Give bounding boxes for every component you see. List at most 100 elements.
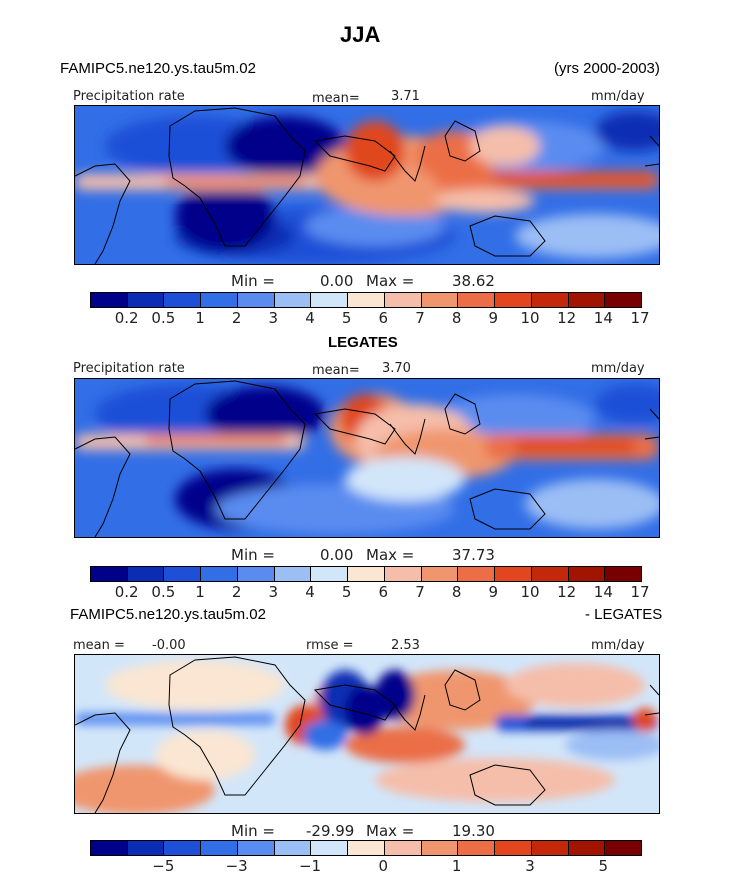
colorbar-tick-label: 7 [415, 309, 425, 327]
panel1-precip-field [75, 106, 659, 264]
colorbar-tick-label: 12 [557, 583, 577, 601]
colorbar-tick-label: 0.5 [151, 583, 176, 601]
colorbar-tick-label: 6 [378, 309, 389, 327]
colorbar-tick-label: 2 [231, 583, 242, 601]
panel3-case-name: FAMIPC5.ne120.ys.tau5m.02 [70, 606, 266, 623]
colorbar-swatch [495, 567, 532, 581]
panel1-max-label: Max = [366, 272, 415, 290]
panel2-units: mm/day [591, 361, 645, 376]
panel2-map [74, 378, 660, 538]
colorbar-swatch [164, 567, 202, 581]
page-title: JJA [340, 22, 381, 47]
panel2-precip-field [75, 379, 659, 537]
colorbar-swatch [458, 567, 496, 581]
colorbar-tick-label: 3 [525, 857, 535, 875]
colorbar-swatch [568, 293, 606, 307]
panel2-variable: Precipitation rate [73, 361, 185, 376]
panel3-min-value: -29.99 [306, 822, 355, 840]
panel2-mean-label: mean= [312, 363, 360, 378]
panel3-rmse-label: rmse = [306, 638, 354, 653]
colorbar-tick-label: 14 [593, 583, 613, 601]
colorbar-tick-label: 1 [195, 309, 205, 327]
colorbar-swatch [164, 841, 202, 855]
colorbar-swatch [605, 293, 642, 307]
colorbar-swatch [127, 567, 165, 581]
colorbar-swatch [311, 293, 349, 307]
panel3-rmse-value: 2.53 [391, 638, 420, 653]
panel1-colorbar-ticks: 0.2 0.5 1 2 3 4 5 6 7 8 9 10 12 14 17 [90, 309, 650, 327]
colorbar-swatch [201, 567, 238, 581]
colorbar-tick-label: 3 [268, 309, 279, 327]
colorbar-swatch [348, 841, 385, 855]
colorbar-swatch [421, 293, 459, 307]
colorbar-swatch [201, 293, 238, 307]
panel3-map [74, 654, 660, 814]
panel2-coastlines [75, 380, 659, 537]
colorbar-tick-label: 5 [598, 857, 609, 875]
colorbar-swatch [531, 841, 569, 855]
panel3-units: mm/day [591, 638, 645, 653]
colorbar-swatch [605, 567, 642, 581]
panel3-diff-field [75, 655, 659, 813]
colorbar-swatch [237, 567, 275, 581]
colorbar-tick-label: −3 [225, 857, 248, 875]
panel2-colorbar-ticks: 0.2 0.5 1 2 3 4 5 6 7 8 9 10 12 14 17 [90, 583, 650, 601]
colorbar-tick-label: 0.2 [114, 309, 139, 327]
panel1-variable: Precipitation rate [73, 89, 185, 104]
colorbar-swatch [384, 567, 422, 581]
colorbar-swatch [384, 293, 422, 307]
colorbar-swatch [568, 841, 606, 855]
panel3-coastlines [75, 656, 659, 813]
colorbar-tick-label: 8 [451, 583, 462, 601]
panel1-mean-label: mean= [312, 91, 360, 106]
colorbar-tick-label: 1 [451, 857, 462, 875]
colorbar-tick-label: 10 [520, 583, 540, 601]
colorbar-swatch [91, 293, 128, 307]
colorbar-tick-label: 2 [231, 309, 242, 327]
colorbar-swatch [127, 293, 165, 307]
colorbar-swatch [311, 567, 349, 581]
colorbar-swatch [274, 567, 312, 581]
colorbar-swatch [458, 293, 496, 307]
panel1-colorbar [90, 292, 642, 308]
panel2-colorbar [90, 566, 642, 582]
colorbar-tick-label: 10 [520, 309, 540, 327]
panel1-years: (yrs 2000-2003) [554, 60, 660, 77]
panel1-mean-value: 3.71 [391, 89, 420, 104]
panel3-min-label: Min = [231, 822, 275, 840]
colorbar-tick-label: −1 [298, 857, 322, 875]
colorbar-swatch [311, 841, 349, 855]
colorbar-swatch [495, 841, 532, 855]
colorbar-swatch [274, 293, 312, 307]
panel3-colorbar-ticks: −5 −3 −1 0 1 3 5 [90, 857, 640, 875]
colorbar-tick-label: 3 [268, 583, 279, 601]
colorbar-swatch [237, 841, 275, 855]
panel2-min-label: Min = [231, 546, 275, 564]
colorbar-tick-label: 4 [305, 309, 315, 327]
colorbar-swatch [127, 841, 165, 855]
colorbar-swatch [421, 567, 459, 581]
colorbar-tick-label: 0.2 [114, 583, 139, 601]
colorbar-tick-label: 4 [305, 583, 315, 601]
colorbar-tick-label: −5 [152, 857, 175, 875]
colorbar-swatch [458, 841, 496, 855]
colorbar-tick-label: 12 [557, 309, 577, 327]
colorbar-tick-label: 9 [488, 583, 499, 601]
panel1-map [74, 105, 660, 265]
colorbar-swatch [91, 567, 128, 581]
colorbar-swatch [495, 293, 532, 307]
colorbar-swatch [237, 293, 275, 307]
colorbar-tick-label: 0 [378, 857, 389, 875]
colorbar-tick-label: 17 [630, 309, 650, 327]
panel2-min-value: 0.00 [320, 546, 354, 564]
colorbar-tick-label: 14 [593, 309, 613, 327]
panel3-mean-value: -0.00 [152, 638, 186, 653]
panel1-max-value: 38.62 [452, 272, 495, 290]
panel2-case-name: LEGATES [328, 334, 398, 351]
panel1-case-name: FAMIPC5.ne120.ys.tau5m.02 [60, 60, 256, 77]
panel1-min-value: 0.00 [320, 272, 354, 290]
colorbar-swatch [91, 841, 128, 855]
colorbar-swatch [531, 567, 569, 581]
colorbar-tick-label: 0.5 [151, 309, 176, 327]
panel3-mean-label: mean = [73, 638, 125, 653]
